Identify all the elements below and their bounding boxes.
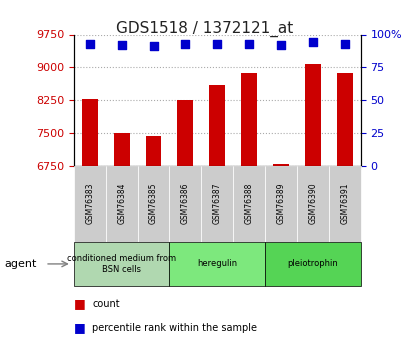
Text: GSM76389: GSM76389 [276, 183, 285, 224]
Bar [304, 64, 320, 166]
Bar [177, 100, 193, 166]
Text: ■: ■ [74, 297, 85, 310]
Text: GSM76383: GSM76383 [85, 183, 94, 224]
Text: heregulin: heregulin [197, 259, 237, 268]
Point [150, 43, 156, 49]
Text: GSM76385: GSM76385 [148, 183, 157, 224]
Point [309, 40, 315, 45]
Point [277, 42, 284, 48]
Text: GSM76388: GSM76388 [244, 183, 253, 224]
Point [86, 41, 93, 47]
Text: pleiotrophin: pleiotrophin [287, 259, 337, 268]
Text: GSM76391: GSM76391 [339, 183, 348, 224]
Text: GSM76384: GSM76384 [117, 183, 126, 224]
Text: conditioned medium from
BSN cells: conditioned medium from BSN cells [67, 254, 176, 274]
Text: agent: agent [4, 259, 36, 269]
Point [118, 42, 125, 48]
Bar [272, 164, 288, 166]
Text: percentile rank within the sample: percentile rank within the sample [92, 323, 256, 333]
Text: GSM76390: GSM76390 [308, 183, 317, 224]
Point [245, 41, 252, 47]
Text: ■: ■ [74, 321, 85, 334]
Bar [336, 73, 352, 166]
Point [182, 41, 188, 47]
Text: count: count [92, 299, 119, 308]
Bar [113, 133, 129, 166]
Bar [240, 73, 256, 166]
Point [213, 41, 220, 47]
Bar [145, 136, 161, 166]
Bar [209, 85, 225, 166]
Text: GSM76386: GSM76386 [180, 183, 189, 224]
Bar [81, 99, 97, 166]
Text: GSM76387: GSM76387 [212, 183, 221, 224]
Point [341, 41, 347, 47]
Text: GDS1518 / 1372121_at: GDS1518 / 1372121_at [116, 21, 293, 37]
